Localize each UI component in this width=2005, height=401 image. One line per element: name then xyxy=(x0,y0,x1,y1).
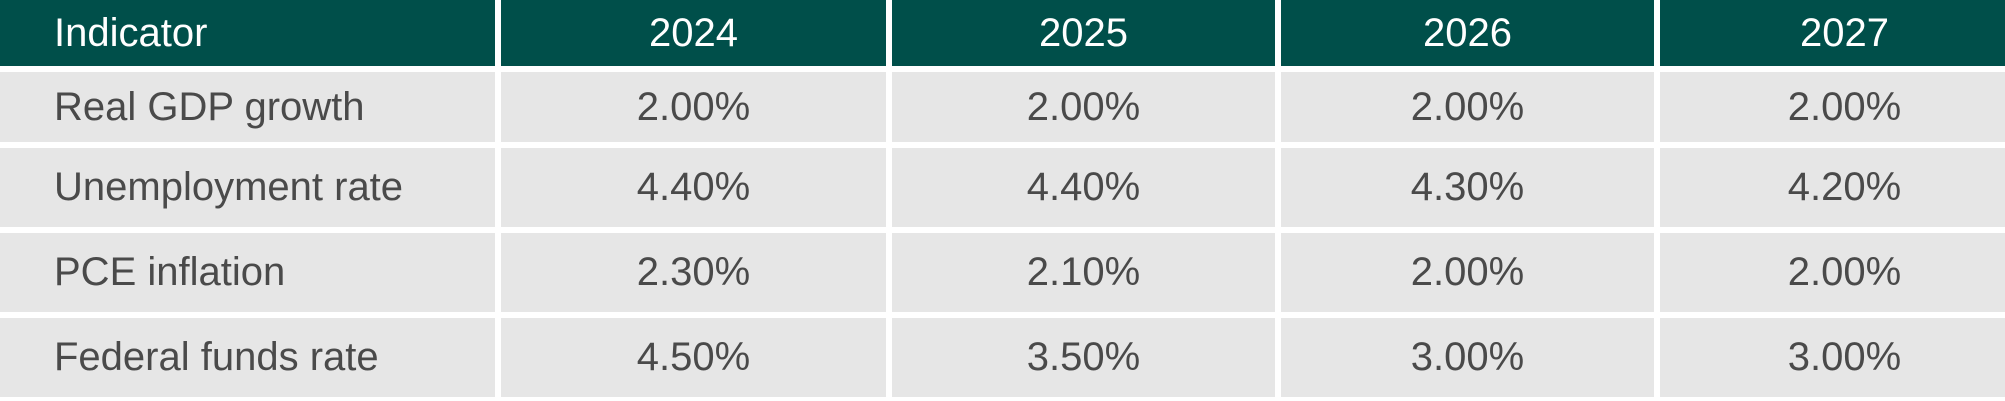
table-cell: 4.40% xyxy=(892,148,1275,227)
table-cell: 2.00% xyxy=(1660,72,2005,142)
row-label-unemployment-rate: Unemployment rate xyxy=(0,148,495,227)
column-header-indicator: Indicator xyxy=(0,0,495,66)
table-cell: 2.30% xyxy=(501,233,886,312)
table-cell: 2.00% xyxy=(501,72,886,142)
row-label-federal-funds-rate: Federal funds rate xyxy=(0,318,495,397)
column-header-2025: 2025 xyxy=(892,0,1275,66)
table-cell: 3.00% xyxy=(1281,318,1654,397)
row-label-pce-inflation: PCE inflation xyxy=(0,233,495,312)
table-cell: 2.00% xyxy=(892,72,1275,142)
table-cell: 2.00% xyxy=(1660,233,2005,312)
table-cell: 4.20% xyxy=(1660,148,2005,227)
row-label-real-gdp-growth: Real GDP growth xyxy=(0,72,495,142)
table-cell: 2.00% xyxy=(1281,72,1654,142)
table-cell: 3.00% xyxy=(1660,318,2005,397)
table-cell: 4.40% xyxy=(501,148,886,227)
table-cell: 4.30% xyxy=(1281,148,1654,227)
table-cell: 2.00% xyxy=(1281,233,1654,312)
column-header-2024: 2024 xyxy=(501,0,886,66)
table-cell: 4.50% xyxy=(501,318,886,397)
column-header-2027: 2027 xyxy=(1660,0,2005,66)
column-header-2026: 2026 xyxy=(1281,0,1654,66)
table-cell: 2.10% xyxy=(892,233,1275,312)
table-cell: 3.50% xyxy=(892,318,1275,397)
